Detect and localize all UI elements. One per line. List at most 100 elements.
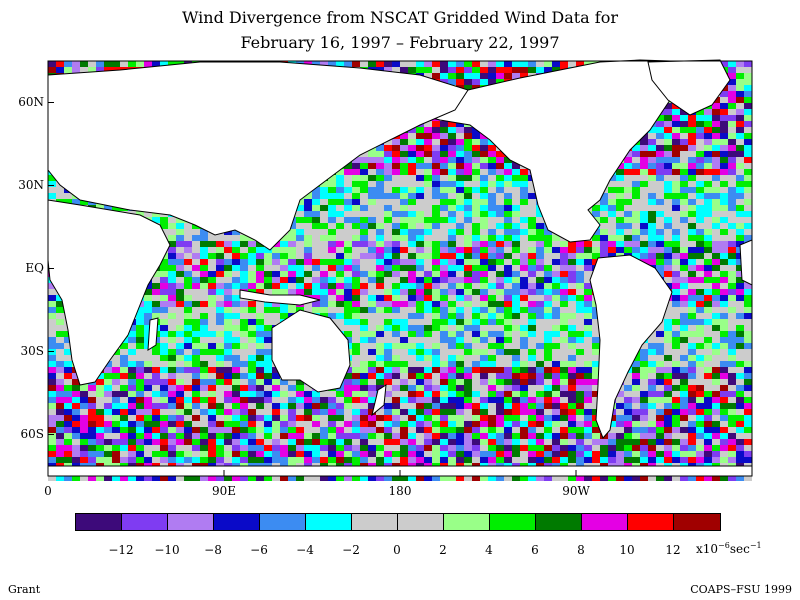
field-cell bbox=[712, 145, 720, 151]
field-cell bbox=[176, 241, 184, 247]
field-cell bbox=[336, 193, 344, 199]
field-cell bbox=[448, 79, 456, 85]
field-cell bbox=[272, 253, 280, 259]
field-cell bbox=[56, 307, 64, 313]
field-cell bbox=[456, 337, 464, 343]
field-cell bbox=[264, 379, 272, 385]
field-cell bbox=[232, 295, 240, 301]
field-cell bbox=[448, 283, 456, 289]
field-cell bbox=[584, 397, 592, 403]
field-cell bbox=[712, 319, 720, 325]
field-cell bbox=[720, 133, 728, 139]
field-cell bbox=[384, 325, 392, 331]
field-cell bbox=[456, 283, 464, 289]
field-cell bbox=[488, 247, 496, 253]
field-cell bbox=[224, 295, 232, 301]
field-cell bbox=[528, 67, 536, 73]
field-cell bbox=[424, 325, 432, 331]
field-cell bbox=[696, 205, 704, 211]
field-cell bbox=[424, 67, 432, 73]
field-cell bbox=[416, 181, 424, 187]
field-cell bbox=[696, 157, 704, 163]
field-cell bbox=[432, 331, 440, 337]
field-cell bbox=[336, 247, 344, 253]
field-cell bbox=[464, 67, 472, 73]
field-cell bbox=[408, 301, 416, 307]
field-cell bbox=[400, 283, 408, 289]
field-cell bbox=[680, 349, 688, 355]
field-cell bbox=[72, 397, 80, 403]
field-cell bbox=[368, 379, 376, 385]
field-cell bbox=[240, 313, 248, 319]
field-cell bbox=[384, 139, 392, 145]
field-cell bbox=[464, 349, 472, 355]
field-cell bbox=[416, 361, 424, 367]
field-cell bbox=[704, 391, 712, 397]
field-cell bbox=[504, 193, 512, 199]
field-cell bbox=[48, 307, 56, 313]
field-cell bbox=[568, 367, 576, 373]
field-cell bbox=[616, 169, 624, 175]
field-cell bbox=[560, 271, 568, 277]
field-cell bbox=[504, 169, 512, 175]
field-cell bbox=[328, 289, 336, 295]
field-cell bbox=[384, 199, 392, 205]
field-cell bbox=[416, 139, 424, 145]
field-cell bbox=[400, 199, 408, 205]
field-cell bbox=[368, 295, 376, 301]
field-cell bbox=[224, 367, 232, 373]
field-cell bbox=[160, 379, 168, 385]
field-cell bbox=[656, 325, 664, 331]
field-cell bbox=[592, 253, 600, 259]
field-cell bbox=[176, 397, 184, 403]
field-cell bbox=[504, 385, 512, 391]
field-cell bbox=[672, 313, 680, 319]
field-cell bbox=[736, 61, 744, 67]
field-cell bbox=[504, 355, 512, 361]
field-cell bbox=[504, 259, 512, 265]
field-cell bbox=[696, 301, 704, 307]
field-cell bbox=[480, 313, 488, 319]
field-cell bbox=[168, 265, 176, 271]
field-cell bbox=[336, 307, 344, 313]
field-cell bbox=[608, 247, 616, 253]
field-cell bbox=[680, 133, 688, 139]
field-cell bbox=[400, 229, 408, 235]
field-cell bbox=[560, 361, 568, 367]
field-cell bbox=[664, 205, 672, 211]
field-cell bbox=[432, 61, 440, 67]
field-cell bbox=[528, 355, 536, 361]
field-cell bbox=[688, 157, 696, 163]
field-cell bbox=[704, 127, 712, 133]
field-cell bbox=[336, 271, 344, 277]
field-cell bbox=[64, 61, 72, 67]
field-cell bbox=[504, 349, 512, 355]
field-cell bbox=[256, 307, 264, 313]
field-cell bbox=[536, 349, 544, 355]
field-cell bbox=[432, 193, 440, 199]
field-cell bbox=[448, 175, 456, 181]
field-cell bbox=[744, 367, 752, 373]
field-cell bbox=[688, 199, 696, 205]
field-cell bbox=[352, 301, 360, 307]
field-cell bbox=[744, 385, 752, 391]
field-cell bbox=[232, 247, 240, 253]
field-cell bbox=[392, 67, 400, 73]
field-cell bbox=[672, 175, 680, 181]
field-cell bbox=[728, 223, 736, 229]
field-cell bbox=[160, 271, 168, 277]
field-cell bbox=[448, 385, 456, 391]
field-cell bbox=[440, 187, 448, 193]
field-cell bbox=[672, 253, 680, 259]
field-cell bbox=[656, 337, 664, 343]
field-cell bbox=[456, 157, 464, 163]
field-cell bbox=[432, 235, 440, 241]
field-cell bbox=[112, 385, 120, 391]
field-cell bbox=[736, 253, 744, 259]
field-cell bbox=[480, 139, 488, 145]
field-cell bbox=[120, 379, 128, 385]
field-cell bbox=[480, 349, 488, 355]
field-cell bbox=[392, 187, 400, 193]
field-cell bbox=[240, 319, 248, 325]
field-cell bbox=[504, 241, 512, 247]
